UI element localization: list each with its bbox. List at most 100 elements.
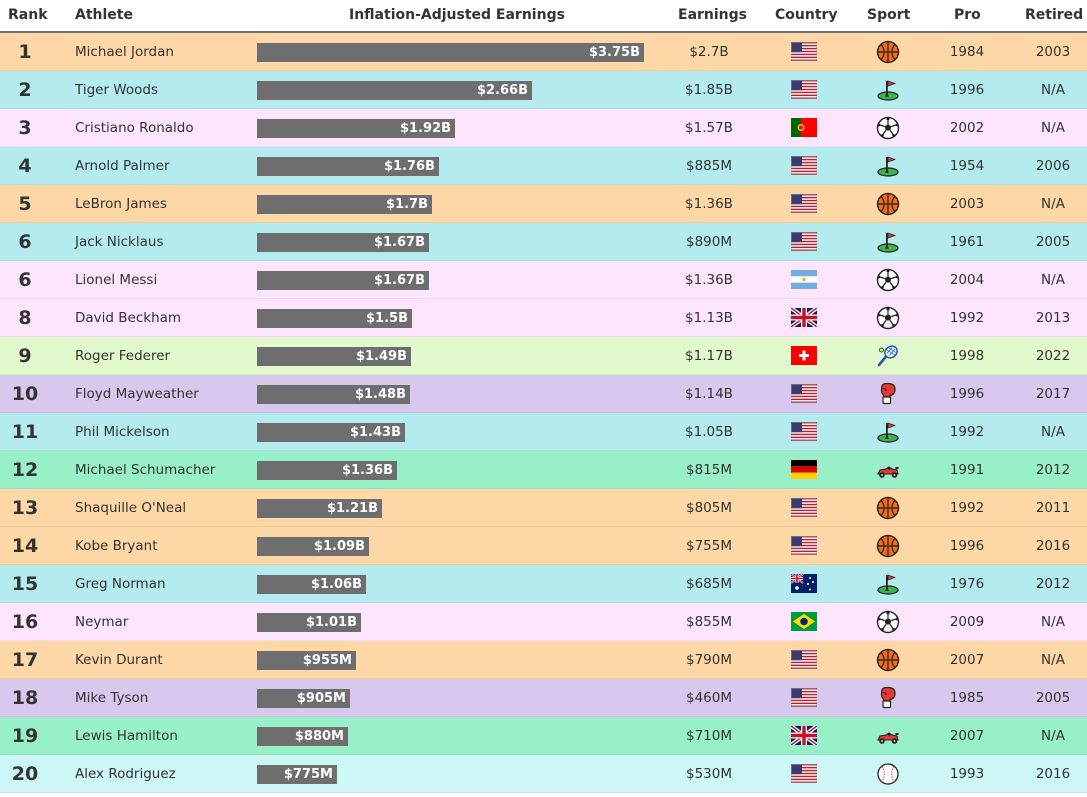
pro-year-cell: 1992 xyxy=(949,310,985,326)
athlete-name: LeBron James xyxy=(75,196,167,212)
retired-year-cell: N/A xyxy=(1041,728,1065,744)
header-inflation-adjusted[interactable]: Inflation-Adjusted Earnings xyxy=(349,7,565,23)
earnings-bar: $905M xyxy=(257,689,350,708)
rank-cell: 19 xyxy=(11,725,39,747)
athlete-name: Phil Mickelson xyxy=(75,424,170,440)
header-retired[interactable]: Retired xyxy=(1025,7,1084,23)
earnings-cell: $1.36B xyxy=(685,272,733,288)
table-row[interactable]: 19 Lewis Hamilton $880M $710M 2007 N/A xyxy=(0,717,1087,755)
table-row[interactable]: 20 Alex Rodriguez $775M $530M 1993 2016 xyxy=(0,755,1087,793)
earnings-bar: $3.75B xyxy=(257,43,644,62)
pro-year-cell: 1998 xyxy=(949,348,985,364)
table-row[interactable]: 6 Jack Nicklaus $1.67B $890M 1961 2005 xyxy=(0,223,1087,261)
rank-cell: 18 xyxy=(11,687,39,709)
table-row[interactable]: 18 Mike Tyson $905M $460M 1985 2005 xyxy=(0,679,1087,717)
rank-cell: 10 xyxy=(11,383,39,405)
athlete-name: Mike Tyson xyxy=(75,690,149,706)
switzerland-flag-icon xyxy=(791,346,817,365)
earnings-bar: $1.06B xyxy=(257,575,366,594)
table-row[interactable]: 17 Kevin Durant $955M $790M 2007 N/A xyxy=(0,641,1087,679)
golf-icon xyxy=(876,230,900,254)
table-row[interactable]: 15 Greg Norman $1.06B $685M 1976 2012 xyxy=(0,565,1087,603)
table-row[interactable]: 1 Michael Jordan $3.75B $2.7B 1984 2003 xyxy=(0,33,1087,71)
retired-year-cell: N/A xyxy=(1041,196,1065,212)
table-row[interactable]: 2 Tiger Woods $2.66B $1.85B 1996 N/A xyxy=(0,71,1087,109)
table-body: 1 Michael Jordan $3.75B $2.7B 1984 2003 2 Tiger… xyxy=(0,33,1087,793)
soccer-icon xyxy=(876,610,900,634)
retired-year-cell: N/A xyxy=(1041,120,1065,136)
earnings-cell: $815M xyxy=(685,462,732,478)
rank-cell: 17 xyxy=(11,649,39,671)
table-row[interactable]: 4 Arnold Palmer $1.76B $885M 1954 2006 xyxy=(0,147,1087,185)
header-country[interactable]: Country xyxy=(775,7,838,23)
earnings-cell: $1.14B xyxy=(685,386,733,402)
table-row[interactable]: 13 Shaquille O'Neal $1.21B $805M 1992 2011 xyxy=(0,489,1087,527)
header-rank[interactable]: Rank xyxy=(8,7,48,23)
retired-year-cell: N/A xyxy=(1041,272,1065,288)
uk-flag-icon xyxy=(789,724,819,747)
retired-year-cell: 2013 xyxy=(1035,310,1071,326)
header-earnings[interactable]: Earnings xyxy=(678,7,748,23)
basketball-icon xyxy=(876,192,900,216)
racing-icon xyxy=(876,458,900,482)
usa-flag-icon xyxy=(791,498,817,518)
uk-flag-icon xyxy=(789,306,819,329)
retired-year-cell: 2003 xyxy=(1035,44,1071,60)
basketball-icon xyxy=(876,534,900,558)
athlete-name: Jack Nicklaus xyxy=(75,234,164,250)
header-pro[interactable]: Pro xyxy=(954,7,981,23)
soccer-icon xyxy=(876,116,900,140)
earnings-cell: $530M xyxy=(685,766,732,782)
germany-flag-icon xyxy=(791,460,817,479)
header-athlete[interactable]: Athlete xyxy=(75,7,133,23)
rank-cell: 9 xyxy=(18,345,32,367)
table-row[interactable]: 10 Floyd Mayweather $1.48B $1.14B 1996 2017 xyxy=(0,375,1087,413)
brazil-flag-icon xyxy=(791,612,817,631)
earnings-cell: $1.05B xyxy=(685,424,733,440)
header-sport[interactable]: Sport xyxy=(867,7,911,23)
usa-flag-icon xyxy=(791,42,817,62)
pro-year-cell: 2007 xyxy=(949,652,985,668)
table-row[interactable]: 6 Lionel Messi $1.67B $1.36B 2004 N/A xyxy=(0,261,1087,299)
usa-flag-icon xyxy=(791,688,817,708)
athlete-name: Neymar xyxy=(75,614,129,630)
pro-year-cell: 1954 xyxy=(949,158,985,174)
earnings-cell: $710M xyxy=(685,728,732,744)
rank-cell: 3 xyxy=(18,117,32,139)
pro-year-cell: 1996 xyxy=(949,386,985,402)
earnings-bar: $2.66B xyxy=(257,81,532,100)
table-row[interactable]: 11 Phil Mickelson $1.43B $1.05B 1992 N/A xyxy=(0,413,1087,451)
retired-year-cell: 2012 xyxy=(1035,576,1071,592)
pro-year-cell: 2007 xyxy=(949,728,985,744)
earnings-bar: $1.36B xyxy=(257,461,397,480)
rank-cell: 20 xyxy=(11,763,39,785)
usa-flag-icon xyxy=(791,80,817,100)
athlete-name: Michael Schumacher xyxy=(75,462,216,478)
athlete-name: Cristiano Ronaldo xyxy=(75,120,194,136)
table-row[interactable]: 16 Neymar $1.01B $855M 2009 N/A xyxy=(0,603,1087,641)
golf-icon xyxy=(876,420,900,444)
earnings-bar: $1.21B xyxy=(257,499,382,518)
usa-flag-icon xyxy=(791,764,817,784)
pro-year-cell: 2004 xyxy=(949,272,985,288)
pro-year-cell: 2002 xyxy=(949,120,985,136)
athlete-name: Floyd Mayweather xyxy=(75,386,199,402)
table-row[interactable]: 5 LeBron James $1.7B $1.36B 2003 N/A xyxy=(0,185,1087,223)
table-row[interactable]: 3 Cristiano Ronaldo $1.92B $1.57B 2002 N/A xyxy=(0,109,1087,147)
pro-year-cell: 1976 xyxy=(949,576,985,592)
athlete-name: Arnold Palmer xyxy=(75,158,170,174)
athlete-name: Shaquille O'Neal xyxy=(75,500,187,516)
earnings-cell: $805M xyxy=(685,500,732,516)
table-row[interactable]: 8 David Beckham $1.5B $1.13B 1992 2013 xyxy=(0,299,1087,337)
earnings-cell: $1.13B xyxy=(685,310,733,326)
usa-flag-icon xyxy=(791,422,817,442)
rank-cell: 11 xyxy=(11,421,39,443)
usa-flag-icon xyxy=(791,650,817,670)
athlete-name: Lionel Messi xyxy=(75,272,158,288)
table-row[interactable]: 9 Roger Federer $1.49B $1.17B 1998 2022 xyxy=(0,337,1087,375)
table-row[interactable]: 14 Kobe Bryant $1.09B $755M 1996 2016 xyxy=(0,527,1087,565)
pro-year-cell: 1984 xyxy=(949,44,985,60)
rank-cell: 4 xyxy=(18,155,32,177)
athlete-name: Alex Rodriguez xyxy=(75,766,176,782)
table-row[interactable]: 12 Michael Schumacher $1.36B $815M 1991 2012 xyxy=(0,451,1087,489)
